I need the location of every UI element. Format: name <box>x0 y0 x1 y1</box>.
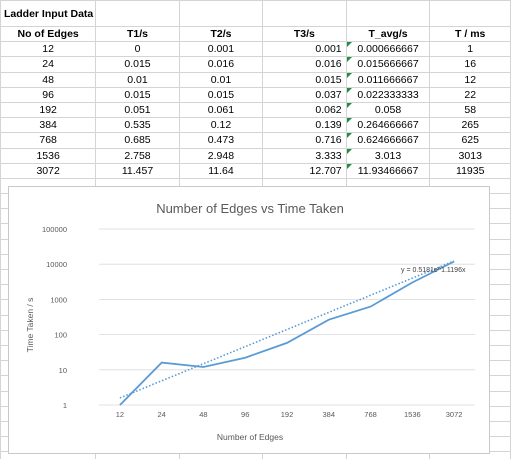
table-cell[interactable]: 0 <box>95 41 180 58</box>
table-cell[interactable]: 0.016 <box>178 56 264 73</box>
table-cell[interactable]: 3.333 <box>262 147 347 164</box>
sheet-title: Ladder Input Data <box>0 0 97 27</box>
table-cell[interactable]: 0.015 <box>95 56 180 73</box>
x-tick-label: 12 <box>116 410 124 419</box>
header-tavg[interactable]: T_avg/s <box>345 25 431 43</box>
x-tick-label: 96 <box>241 410 249 419</box>
table-cell[interactable]: 16 <box>429 56 511 73</box>
table-cell[interactable]: 0.037 <box>262 86 347 103</box>
table-cell[interactable]: 12.707 <box>262 162 347 179</box>
header-t3[interactable]: T3/s <box>262 25 347 43</box>
x-tick-label: 48 <box>199 410 207 419</box>
table-cell[interactable]: 11.93466667 <box>345 162 431 179</box>
chart-title: Number of Edges vs Time Taken <box>156 201 344 216</box>
table-row: 768 0.685 0.473 0.716 0.624666667 625 <box>0 132 511 149</box>
chart-area[interactable]: Number of Edges vs Time Taken 1 10 100 1000… <box>8 186 490 454</box>
y-tick-label: 1 <box>63 401 67 410</box>
table-cell[interactable]: 0.12 <box>178 117 264 134</box>
gridlines <box>99 228 475 406</box>
x-tick-label: 1536 <box>404 410 421 419</box>
table-cell[interactable]: 0.624666667 <box>345 132 431 149</box>
table-cell[interactable]: 1536 <box>0 147 97 164</box>
table-cell[interactable]: 22 <box>429 86 511 103</box>
table-cell[interactable]: 265 <box>429 117 511 134</box>
y-axis-ticks: 1 10 100 1000 10000 100000 <box>42 225 67 410</box>
table-cell[interactable]: 0.061 <box>178 101 264 119</box>
table-cell[interactable]: 0.022333333 <box>345 86 431 103</box>
table-cell[interactable]: 11.64 <box>178 162 264 179</box>
x-tick-label: 384 <box>323 410 336 419</box>
table-cell[interactable]: 0.001 <box>178 41 264 58</box>
trendline <box>119 260 455 399</box>
header-t2[interactable]: T2/s <box>178 25 264 43</box>
table-cell[interactable]: 0.264666667 <box>345 117 431 134</box>
table-cell[interactable]: 3013 <box>429 147 511 164</box>
x-axis-title: Number of Edges <box>217 432 283 442</box>
table-cell[interactable]: 0.01 <box>95 71 180 88</box>
y-tick-label: 1000 <box>50 295 67 304</box>
header-edges[interactable]: No of Edges <box>0 25 97 43</box>
table-row: 192 0.051 0.061 0.062 0.058 58 <box>0 101 511 119</box>
series-line <box>119 260 455 406</box>
table-cell[interactable]: 3072 <box>0 162 97 179</box>
y-tick-label: 100 <box>54 331 67 340</box>
table-cell[interactable]: 12 <box>429 71 511 88</box>
table-cell[interactable]: 0.016 <box>262 56 347 73</box>
table-cell[interactable]: 192 <box>0 101 97 119</box>
table-cell[interactable]: 2.758 <box>95 147 180 164</box>
table-cell[interactable]: 0.716 <box>262 132 347 149</box>
table-cell[interactable]: 0.015 <box>178 86 264 103</box>
table-row: 384 0.535 0.12 0.139 0.264666667 265 <box>0 117 511 134</box>
table-cell[interactable]: 0.001 <box>262 41 347 58</box>
header-tms[interactable]: T / ms <box>429 25 511 43</box>
y-axis-title: Time Taken / s <box>25 298 35 353</box>
table-cell[interactable]: 625 <box>429 132 511 149</box>
table-cell[interactable]: 11.457 <box>95 162 180 179</box>
header-t1[interactable]: T1/s <box>95 25 180 43</box>
table-cell[interactable]: 0.058 <box>345 101 431 119</box>
y-tick-label: 10 <box>59 366 67 375</box>
table-cell[interactable]: 0.051 <box>95 101 180 119</box>
table-cell[interactable]: 3.013 <box>345 147 431 164</box>
table-cell[interactable]: 0.011666667 <box>345 71 431 88</box>
table-cell[interactable]: 58 <box>429 101 511 119</box>
table-cell[interactable]: 0.685 <box>95 132 180 149</box>
x-axis-ticks: 12 24 48 96 192 384 768 1536 3072 <box>116 410 463 419</box>
table-cell[interactable]: 0.000666667 <box>345 41 431 58</box>
x-tick-label: 3072 <box>446 410 463 419</box>
table-cell[interactable]: 0.139 <box>262 117 347 134</box>
table-cell[interactable]: 2.948 <box>178 147 264 164</box>
plot-area: y = 0.5181e^1.1196x <box>119 260 466 406</box>
table-row: 1536 2.758 2.948 3.333 3.013 3013 <box>0 147 511 164</box>
x-tick-label: 768 <box>364 410 377 419</box>
table-cell[interactable]: 96 <box>0 86 97 103</box>
table-row: 12 0 0.001 0.001 0.000666667 1 <box>0 41 511 58</box>
table-cell[interactable]: 384 <box>0 117 97 134</box>
table-cell[interactable]: 48 <box>0 71 97 88</box>
table-row: 24 0.015 0.016 0.016 0.015666667 16 <box>0 56 511 73</box>
x-tick-label: 24 <box>157 410 165 419</box>
table-cell[interactable]: 24 <box>0 56 97 73</box>
table-cell[interactable]: 0.015 <box>262 71 347 88</box>
line-chart: Number of Edges vs Time Taken 1 10 100 1000… <box>25 201 475 442</box>
table-cell[interactable]: 0.062 <box>262 101 347 119</box>
x-tick-label: 192 <box>281 410 294 419</box>
table-cell[interactable]: 0.015 <box>95 86 180 103</box>
table-row: 48 0.01 0.01 0.015 0.011666667 12 <box>0 71 511 88</box>
table-cell[interactable]: 0.01 <box>178 71 264 88</box>
table-cell[interactable]: 11935 <box>429 162 511 179</box>
table-row: 3072 11.457 11.64 12.707 11.93466667 11935 <box>0 162 511 179</box>
y-tick-label: 10000 <box>46 260 67 269</box>
table-cell[interactable]: 0.473 <box>178 132 264 149</box>
table-cell[interactable]: 0.015666667 <box>345 56 431 73</box>
table-cell[interactable]: 12 <box>0 41 97 58</box>
trendline-equation: y = 0.5181e^1.1196x <box>401 267 466 274</box>
table-row: 96 0.015 0.015 0.037 0.022333333 22 <box>0 86 511 103</box>
table-cell[interactable]: 0.535 <box>95 117 180 134</box>
table-cell[interactable]: 1 <box>429 41 511 58</box>
table-cell[interactable]: 768 <box>0 132 97 149</box>
y-tick-label: 100000 <box>42 225 67 234</box>
